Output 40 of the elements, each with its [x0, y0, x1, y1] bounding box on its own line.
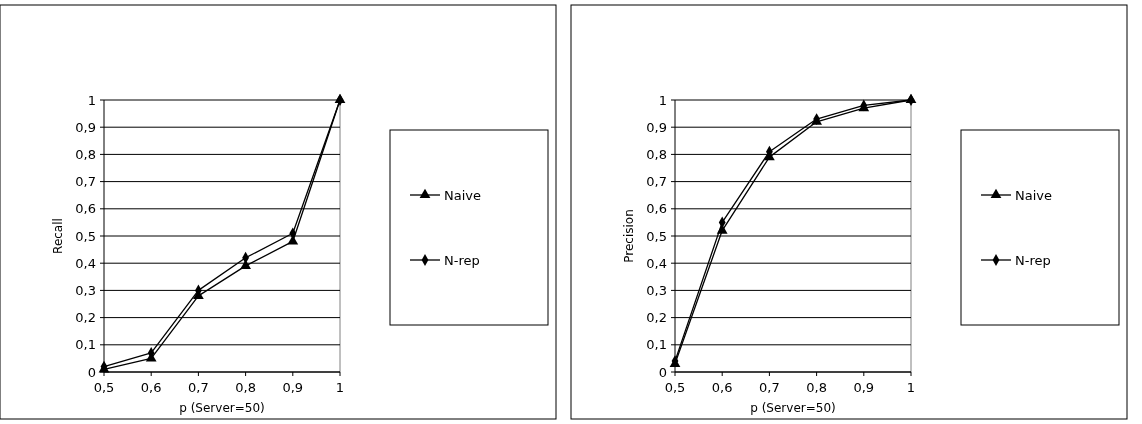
- y-tick-label: 0,1: [75, 337, 96, 353]
- y-tick-label: 0,4: [75, 255, 96, 271]
- y-tick-label: 0,7: [75, 174, 96, 190]
- x-tick-label: 0,7: [759, 380, 780, 395]
- legend-label: N-rep: [444, 252, 480, 268]
- y-tick-label: 0,7: [646, 174, 667, 190]
- y-axis-title: Recall: [51, 218, 65, 254]
- y-tick-label: 0,5: [75, 228, 96, 244]
- legend-label: Naive: [1015, 187, 1052, 203]
- x-tick-label: 0,8: [235, 380, 256, 395]
- y-tick-label: 0,2: [646, 310, 667, 326]
- x-tick-label: 0,6: [140, 380, 162, 395]
- x-axis-title: p (Server=50): [750, 401, 836, 415]
- x-tick-label: 0,9: [282, 380, 304, 395]
- y-tick-label: 0: [658, 364, 667, 380]
- legend-label: Naive: [444, 187, 481, 203]
- y-tick-label: 0,2: [75, 310, 96, 326]
- x-axis-title: p (Server=50): [179, 401, 265, 415]
- y-tick-label: 0,1: [646, 337, 667, 353]
- x-tick-label: 0,7: [188, 380, 209, 395]
- y-tick-label: 0,3: [646, 282, 667, 298]
- legend-label: N-rep: [1015, 252, 1051, 268]
- x-tick-label: 0,6: [711, 380, 733, 395]
- y-tick-label: 0,8: [75, 146, 96, 162]
- y-tick-label: 0,9: [75, 119, 96, 135]
- y-axis-title: Precision: [622, 209, 636, 263]
- y-tick-label: 0,5: [646, 228, 667, 244]
- y-tick-label: 1: [87, 92, 96, 108]
- y-tick-label: 0,3: [75, 282, 96, 298]
- y-tick-label: 0,6: [646, 201, 667, 217]
- x-tick-label: 1: [906, 380, 916, 395]
- y-tick-label: 0,6: [75, 201, 96, 217]
- y-tick-label: 0: [87, 364, 96, 380]
- y-tick-label: 0,8: [646, 146, 667, 162]
- y-tick-label: 0,4: [646, 255, 667, 271]
- y-tick-label: 1: [658, 92, 667, 108]
- x-tick-label: 0,9: [853, 380, 875, 395]
- y-tick-label: 0,9: [646, 119, 667, 135]
- x-tick-label: 0,8: [806, 380, 827, 395]
- x-tick-label: 1: [335, 380, 345, 395]
